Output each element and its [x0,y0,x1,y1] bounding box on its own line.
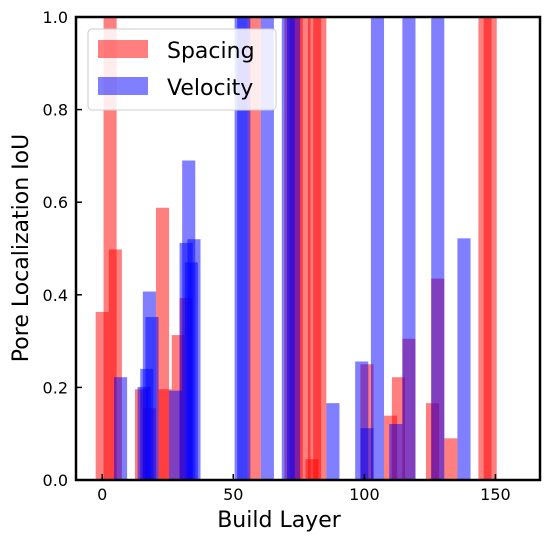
y-tick-label: 1.0 [43,8,68,27]
bar-velocity [370,17,385,480]
x-tick-label: 0 [97,485,107,504]
legend-label-velocity: Velocity [167,76,253,101]
y-axis-label: Pore Localization IoU [9,134,34,362]
bar-spacing [313,17,327,480]
bar-spacing [483,17,497,480]
legend-label-spacing: Spacing [167,39,255,64]
y-tick-label: 0.4 [43,286,68,305]
bar-spacing [247,17,261,480]
bar-spacing [158,389,172,480]
y-axis-ticks: 0.0 0.2 0.4 0.6 0.8 1.0 [43,8,82,490]
legend-swatch-spacing [98,40,148,58]
bar-velocity [431,17,445,480]
axes: 0 50 100 150 0.0 0.2 0.4 0.6 0.8 1.0 [43,8,542,504]
plot-frame [74,15,542,482]
x-axis-ticks: 0 50 100 150 [97,474,511,504]
bar-velocity [326,403,340,480]
y-tick-label: 0.6 [43,193,68,212]
y-tick-label: 0.8 [43,101,68,120]
bar-velocity [237,17,251,480]
bar-velocity [169,390,183,480]
bar-velocity [187,239,201,480]
legend-swatch-velocity [98,77,148,95]
bar-spacing [297,17,311,480]
bar-velocity [287,17,301,480]
x-tick-label: 150 [480,485,511,504]
x-tick-label: 100 [349,485,380,504]
bar-spacing [444,438,458,480]
y-tick-label: 0.2 [43,378,68,397]
bar-velocity [360,428,374,480]
bar-velocity [114,377,128,480]
bar-velocity [457,238,471,480]
y-tick-label: 0.0 [43,471,68,490]
bar-velocity [402,17,416,480]
bar-velocity [260,17,274,480]
series-velocity-bars [114,17,471,480]
legend: Spacing Velocity [87,28,277,111]
bar-velocity [389,423,403,480]
x-tick-label: 50 [223,485,243,504]
bar-velocity [145,317,159,480]
x-axis-label: Build Layer [217,508,342,533]
